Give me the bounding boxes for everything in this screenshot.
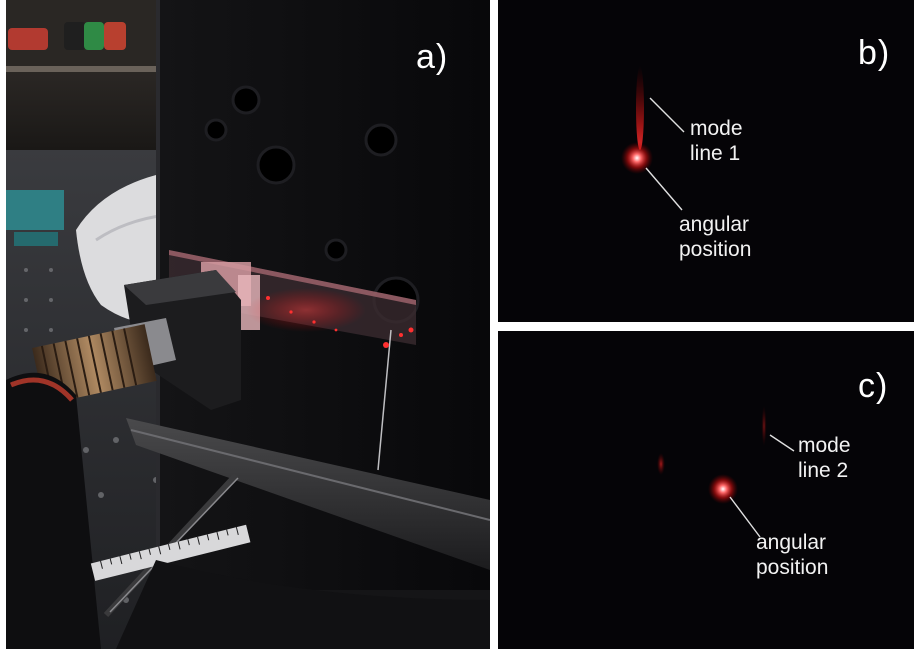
panel-b-angular-position-label: angular position <box>679 212 751 262</box>
panel-c-mode-image: c) mode line 2 angular position <box>498 331 914 649</box>
angular-position-label-line2: position <box>756 556 829 579</box>
mode-line-label-line1: mode <box>798 434 851 457</box>
panel-b-mode-image: b) mode line 1 angular position <box>498 0 914 322</box>
angular-position-spot-c <box>708 474 738 504</box>
panel-a-setup-photo: a) <box>6 0 490 649</box>
setup-photo-illustration <box>6 0 490 649</box>
panel-c-angular-position-label: angular position <box>756 530 828 580</box>
panel-c-laser-image <box>657 406 795 538</box>
mode-line-1-mark <box>636 66 644 150</box>
panel-b-mode-line-label: mode line 1 <box>690 116 743 166</box>
panel-c-mode-line-label: mode line 2 <box>798 433 851 483</box>
mode-line-label-line2: line 1 <box>690 142 741 165</box>
faint-spot-c <box>657 453 665 475</box>
angular-position-label-line1: angular <box>679 213 750 236</box>
angular-position-label-line1: angular <box>756 531 827 554</box>
panel-b-laser-image <box>621 66 685 211</box>
angular-position-label-line2: position <box>679 238 752 261</box>
angular-position-spot-b <box>621 142 653 174</box>
panel-c-label: c) <box>858 367 889 405</box>
mode-line-2-mark <box>761 406 767 446</box>
panel-a-label: a) <box>416 38 449 76</box>
mode-line-label-line2: line 2 <box>798 459 849 482</box>
mode-line-label-line1: mode <box>690 117 743 140</box>
panel-b-label: b) <box>858 34 891 72</box>
